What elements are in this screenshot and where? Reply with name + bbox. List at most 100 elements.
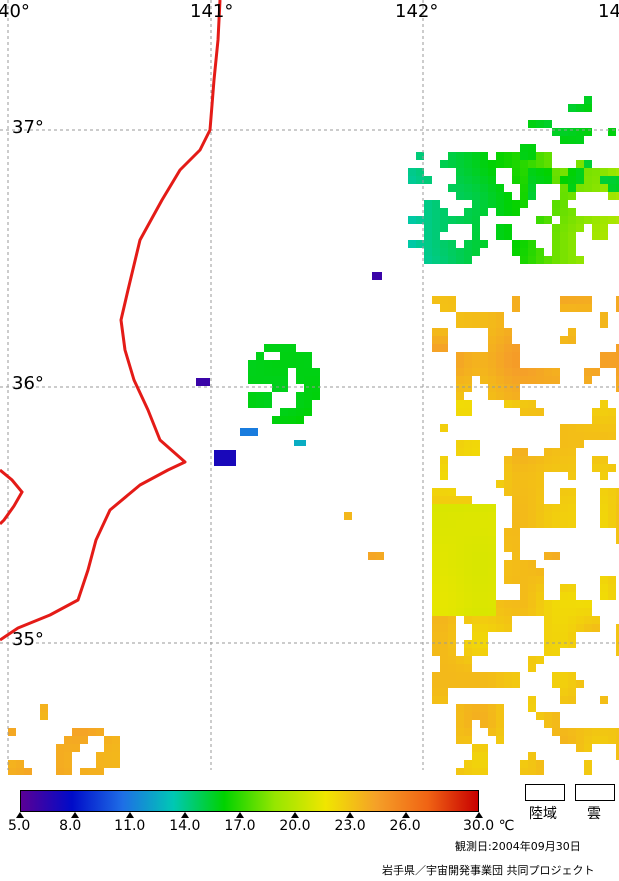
sst-pixel bbox=[568, 192, 576, 200]
sst-pixel bbox=[528, 120, 536, 128]
sst-pixel bbox=[304, 400, 312, 408]
sst-pixel bbox=[560, 216, 568, 224]
sst-pixel bbox=[512, 200, 520, 208]
sst-pixel bbox=[456, 168, 464, 176]
sst-pixel bbox=[552, 248, 560, 256]
sst-pixel bbox=[544, 256, 552, 264]
sst-pixel bbox=[512, 608, 520, 616]
sst-pixel bbox=[440, 560, 448, 568]
sst-pixel bbox=[464, 704, 472, 712]
sst-pixel bbox=[472, 520, 480, 528]
sst-pixel bbox=[616, 184, 619, 192]
sst-pixel bbox=[496, 608, 504, 616]
sst-pixel bbox=[440, 568, 448, 576]
sst-pixel bbox=[408, 240, 416, 248]
sst-pixel bbox=[584, 760, 592, 768]
sst-pixel bbox=[272, 368, 280, 376]
sst-pixel bbox=[552, 616, 560, 624]
sst-pixel bbox=[544, 712, 552, 720]
sst-pixel bbox=[576, 296, 584, 304]
sst-pixel bbox=[488, 592, 496, 600]
sst-pixel bbox=[480, 208, 488, 216]
sst-pixel bbox=[312, 376, 320, 384]
sst-pixel bbox=[584, 432, 592, 440]
latitude-label-35: 35° bbox=[12, 629, 44, 650]
sst-pixel bbox=[456, 352, 464, 360]
cloud-legend-swatch bbox=[575, 784, 615, 801]
sst-pixel bbox=[616, 648, 619, 656]
sst-pixel bbox=[504, 480, 512, 488]
colorbar-tick-mark bbox=[181, 812, 190, 818]
sst-pixel bbox=[456, 736, 464, 744]
sst-pixel bbox=[528, 760, 536, 768]
sst-pixel bbox=[480, 640, 488, 648]
sst-pixel bbox=[584, 624, 592, 632]
sst-pixel bbox=[64, 760, 72, 768]
sst-pixel bbox=[600, 472, 608, 480]
sst-pixel bbox=[560, 672, 568, 680]
sst-pixel bbox=[552, 224, 560, 232]
sst-pixel bbox=[424, 240, 432, 248]
sst-pixel bbox=[568, 640, 576, 648]
sst-pixel bbox=[488, 376, 496, 384]
sst-pixel bbox=[560, 296, 568, 304]
sst-pixel bbox=[512, 472, 520, 480]
sst-pixel bbox=[504, 544, 512, 552]
sst-pixel bbox=[512, 464, 520, 472]
sst-pixel bbox=[568, 104, 576, 112]
sst-pixel bbox=[504, 208, 512, 216]
sst-pixel bbox=[528, 504, 536, 512]
sst-pixel bbox=[472, 568, 480, 576]
sst-pixel bbox=[464, 400, 472, 408]
sst-pixel bbox=[520, 184, 528, 192]
sst-pixel bbox=[464, 256, 472, 264]
sst-pixel bbox=[80, 768, 88, 775]
sst-pixel bbox=[472, 192, 480, 200]
sst-pixel bbox=[584, 304, 592, 312]
sst-pixel bbox=[600, 456, 608, 464]
sst-pixel bbox=[584, 184, 592, 192]
sst-pixel bbox=[440, 424, 448, 432]
sst-pixel bbox=[592, 168, 600, 176]
sst-pixel bbox=[616, 360, 619, 368]
sst-pixel bbox=[456, 192, 464, 200]
sst-pixel bbox=[280, 344, 288, 352]
sst-pixel bbox=[440, 592, 448, 600]
sst-pixel bbox=[488, 176, 496, 184]
sst-pixel bbox=[480, 552, 488, 560]
sst-pixel bbox=[552, 640, 560, 648]
sst-pixel bbox=[488, 392, 496, 400]
sst-pixel bbox=[496, 312, 504, 320]
sst-pixel bbox=[472, 712, 480, 720]
sst-pixel bbox=[472, 544, 480, 552]
sst-pixel bbox=[552, 448, 560, 456]
sst-pixel bbox=[432, 608, 440, 616]
sst-pixel bbox=[464, 600, 472, 608]
sst-pixel bbox=[456, 440, 464, 448]
sst-pixel bbox=[440, 616, 448, 624]
sst-pixel bbox=[488, 704, 496, 712]
sst-pixel bbox=[96, 728, 104, 736]
sst-pixel bbox=[376, 552, 384, 560]
sst-pixel bbox=[480, 616, 488, 624]
sst-pixel bbox=[440, 496, 448, 504]
sst-pixel bbox=[568, 168, 576, 176]
sst-pixel bbox=[520, 408, 528, 416]
sst-pixel bbox=[496, 200, 504, 208]
sst-pixel bbox=[584, 96, 592, 104]
sst-pixel-cold bbox=[294, 440, 306, 446]
land-legend-label: 陸域 bbox=[529, 806, 557, 822]
sst-pixel bbox=[456, 536, 464, 544]
sst-pixel bbox=[576, 304, 584, 312]
sst-pixel bbox=[480, 560, 488, 568]
sst-pixel bbox=[448, 296, 456, 304]
sst-pixel bbox=[432, 552, 440, 560]
sst-pixel bbox=[536, 456, 544, 464]
sst-pixel bbox=[448, 488, 456, 496]
sst-pixel bbox=[488, 712, 496, 720]
sst-pixel bbox=[464, 496, 472, 504]
sst-pixel bbox=[608, 504, 616, 512]
sst-pixel bbox=[528, 256, 536, 264]
sst-pixel bbox=[536, 520, 544, 528]
sst-pixel bbox=[432, 328, 440, 336]
